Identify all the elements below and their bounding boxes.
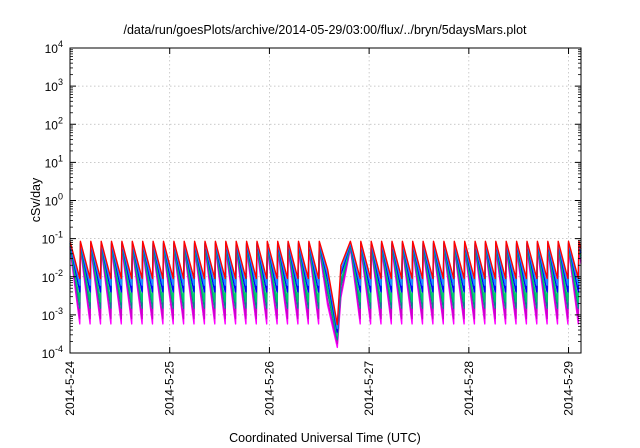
x-tick-label: 2014-5-28 — [462, 361, 476, 416]
axes: 10-4 10-3 10-2 10-1 100 101 102 103 104 2014-5-24… — [42, 39, 581, 416]
chart-title: /data/run/goesPlots/archive/2014-05-29/0… — [123, 23, 527, 37]
x-tick-label: 2014-5-25 — [163, 361, 177, 416]
y-tick-label: 103 — [45, 77, 63, 94]
y-tick-label: 10-1 — [42, 230, 63, 247]
y-tick-label: 101 — [45, 153, 63, 170]
y-tick-label: 104 — [45, 39, 63, 56]
series-line-7 — [69, 240, 582, 326]
grid — [70, 48, 581, 353]
x-axis-label: Coordinated Universal Time (UTC) — [229, 431, 421, 445]
x-tick-label: 2014-5-29 — [562, 361, 576, 416]
x-tick-label: 2014-5-24 — [63, 361, 77, 416]
y-tick-label: 10-3 — [42, 306, 63, 323]
y-axis-label: cSv/day — [29, 177, 43, 222]
y-tick-label: 102 — [45, 115, 63, 132]
y-tick-label: 100 — [45, 192, 63, 209]
x-tick-label: 2014-5-27 — [362, 361, 376, 416]
x-tick-label: 2014-5-26 — [262, 361, 276, 416]
series-group — [69, 240, 582, 349]
y-tick-label: 10-2 — [42, 268, 63, 285]
y-tick-label: 10-4 — [42, 344, 63, 361]
